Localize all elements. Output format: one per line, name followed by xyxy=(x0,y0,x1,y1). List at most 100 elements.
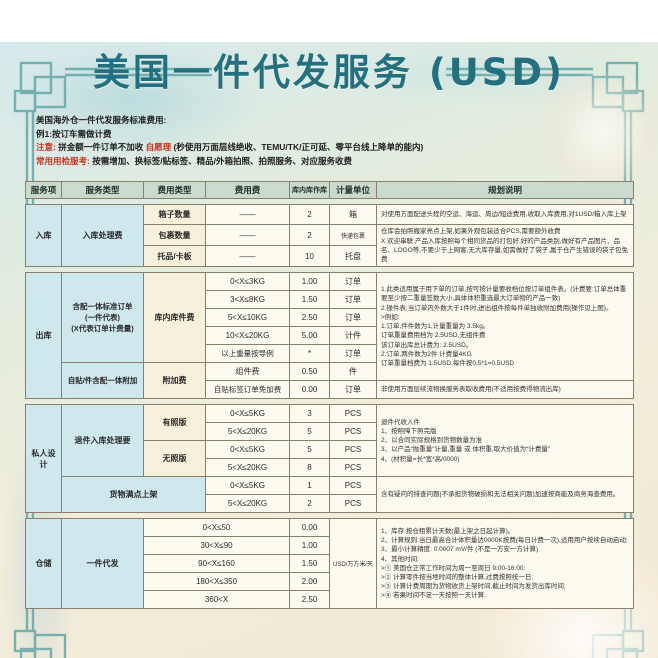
note-cell: 仓库会拍照搬家亮点上架,如果外观包装适合PCS,需要额外收费 X 欢迎串联:产品… xyxy=(376,224,634,268)
table-row: 货物满点上架 0<X≤5KG 1 PCS 含有疑问的排查问题(不承担货物破损和无… xyxy=(26,476,634,514)
table-row: 5<X≤20KG 8 PCS xyxy=(26,458,634,478)
fee-cell: —— xyxy=(205,224,290,247)
unit-cell: 订单 xyxy=(329,290,377,310)
fee-cell: 0.50 xyxy=(289,362,330,382)
note-cell: 1.此类适用属于用下单的订单,按可按计量要收档位按订单组件表。(计费要:订单总体… xyxy=(376,272,634,382)
header-unit: 计量单位 xyxy=(329,181,377,200)
fee-cell: 2.50 xyxy=(289,590,330,610)
service-type-cell: 退件入库处理要 xyxy=(61,404,144,478)
range-cell: 0<X≤3KG xyxy=(205,272,290,292)
range-cell: 自贴标签订单免加费 xyxy=(205,380,290,400)
range-cell: 360<X xyxy=(143,590,290,610)
fee-type-cell: 附加费 xyxy=(143,362,206,400)
intro-line-standard-fee: 美国海外仓一件代发服务标准费用: xyxy=(36,115,167,125)
fee-type-cell: 无照版 xyxy=(143,440,206,478)
unit-cell: PCS xyxy=(329,458,377,478)
poster-page: 美国一件代发服务 (USD) 美国海外仓一件代发服务标准费用: 例1:按订车需做… xyxy=(0,42,658,658)
table-row: 自贴标签订单免加费 0.00 订单 非使用万面层续流物换服务表取收费用(不适用按… xyxy=(26,380,634,400)
unit-cell: PCS xyxy=(329,422,377,442)
fee-cell: 2.50 xyxy=(289,308,330,328)
range-cell: 5<X≤20KG xyxy=(205,494,290,514)
range-cell: 0<X≤50 xyxy=(143,518,290,538)
fee-cell: * xyxy=(289,344,330,364)
fee-cell: 1.00 xyxy=(289,272,330,292)
header-fee-type: 费用类型 xyxy=(143,181,206,200)
stock-cell: 2 xyxy=(289,224,330,247)
stock-cell: 10 xyxy=(289,245,330,268)
range-cell: 90<X≤160 xyxy=(143,554,290,574)
range-cell: 10<X≤20KG xyxy=(205,326,290,346)
range-cell: 30<X≤90 xyxy=(143,536,290,556)
note-cell: 含有疑问的排查问题(不承担货物破损和无法相关问题)加速按商能及商务海查费用。 xyxy=(376,476,634,514)
header-row: 服务项 服务类型 费用类型 费用费 库内库作库 计量单位 规划说明 xyxy=(25,181,634,200)
unit-cell: PCS xyxy=(329,404,377,424)
table-row: 托品/卡板 —— 10 托盘 xyxy=(26,245,634,268)
fee-type-cell: 有照版 xyxy=(143,404,206,442)
service-cell: 仓储 xyxy=(25,518,62,610)
fee-type-cell: 箱子数量 xyxy=(143,204,206,226)
note-cell: 对使用方面配送头程的空运、海运、周边/短途费用,收取入库费用,对1USD/箱入库… xyxy=(376,204,634,226)
fee-cell: 1.00 xyxy=(289,536,330,556)
header-fee: 费用费 xyxy=(205,181,290,200)
note-cell: 1、库存:按仓租累计天数(最上架之日起计算)。 2、计算规则:当日最高合计体积量… xyxy=(376,518,634,610)
fee-cell: 5 xyxy=(289,422,330,442)
section-returns: 私人设计 退件入库处理要 有照版 0<X≤5KG 3 PCS 退件代收入件 1、… xyxy=(25,404,634,514)
unit-cell: 快递包裹 xyxy=(329,224,377,247)
service-type-cell: 含配一体标准订单 (一件代表) (X代表订单计费量) xyxy=(61,272,144,364)
range-cell: 0<X≤5KG xyxy=(205,404,290,424)
service-type-cell: 自贴/件含配一体附加 xyxy=(61,362,144,400)
header-service-type: 服务类型 xyxy=(61,181,144,200)
fee-cell: 8 xyxy=(289,458,330,478)
fee-cell: 2 xyxy=(289,494,330,514)
unit-cell: 计件 xyxy=(329,326,377,346)
note-cell: 非使用万面层续流物换服务表取收费用(不适用按费得物流出库) xyxy=(376,380,634,400)
service-cell: 入库 xyxy=(25,204,62,268)
unit-cell: PCS xyxy=(329,494,377,514)
fee-cell: 1.50 xyxy=(289,290,330,310)
fee-cell: —— xyxy=(205,204,290,226)
unit-cell: 订单 xyxy=(329,308,377,328)
fee-type-cell: 包裹数量 xyxy=(143,224,206,247)
table-row: 无照版 0<X≤5KG 5 PCS xyxy=(26,440,634,478)
fee-cell: 5 xyxy=(289,440,330,460)
unit-cell: PCS xyxy=(329,440,377,460)
reference-text: 按需增加、换标签/贴标签、精品/外箱拍照、拍照服务、对应服务收费 xyxy=(92,155,352,166)
unit-cell: 订单 xyxy=(329,272,377,292)
range-cell: 0<X≤5KG xyxy=(205,476,290,496)
range-cell: 以上重量按导例 xyxy=(205,344,290,364)
note-cell: 退件代收入件 1、按照障下照完版 2、以合同实际规格到货物数量为准 3、以产品“… xyxy=(376,404,634,478)
table-row: 自贴/件含配一体附加 附加费 组件费 0.50 件 xyxy=(26,362,634,400)
table-row: 入库 入库处理费 箱子数量 —— 2 箱 对使用方面配送头程的空运、海运、周边/… xyxy=(25,204,634,268)
fee-cell: 2.00 xyxy=(289,572,330,592)
fee-cell: 0.00 xyxy=(289,380,330,400)
section-inbound: 入库 入库处理费 箱子数量 —— 2 箱 对使用方面配送头程的空运、海运、周边/… xyxy=(25,204,634,268)
fee-cell: 1 xyxy=(289,476,330,496)
reference-label: 常用用检服考: xyxy=(36,155,90,166)
header-rules: 规划说明 xyxy=(376,181,634,200)
range-cell: 3<X≤8KG xyxy=(205,290,290,310)
fee-type-cell: 库内库件费 xyxy=(143,272,206,364)
page-title: 美国一件代发服务 (USD) xyxy=(92,51,566,94)
range-cell: 0<X≤5KG xyxy=(205,440,290,460)
service-type-cell: 一件代发 xyxy=(61,518,144,610)
notice-rest: (秒使用万面层线绝收、TEMU/TK/正可延、零平台线上降单的能内) xyxy=(173,142,424,153)
stock-cell: 2 xyxy=(289,204,330,226)
intro-line-example: 例1:按订车需做计费 xyxy=(36,128,112,139)
fee-cell: 3 xyxy=(289,404,330,424)
unit-cell: 订单 xyxy=(329,380,377,400)
table-row: 包裹数量 —— 2 快递包裹 仓库会拍照搬家亮点上架,如果外观包装适合PCS,需… xyxy=(26,224,634,268)
unit-cell: 箱 xyxy=(329,204,377,226)
range-cell: 组件费 xyxy=(205,362,290,382)
service-type-cell: 入库处理费 xyxy=(61,204,144,268)
header-service: 服务项 xyxy=(25,181,62,200)
service-cell: 私人设计 xyxy=(25,404,62,514)
fee-cell: 1.50 xyxy=(289,554,330,574)
table-row: 5<X≤20KG 5 PCS xyxy=(26,422,634,442)
table-row: 5<X≤10KG 2.50 订单 xyxy=(26,308,634,328)
table-row: 360<X 2.50 xyxy=(26,590,634,610)
service-type-cell: 货物满点上架 xyxy=(61,476,206,514)
fee-cell: —— xyxy=(205,245,290,268)
table-row: 私人设计 退件入库处理要 有照版 0<X≤5KG 3 PCS 退件代收入件 1、… xyxy=(25,404,634,514)
range-cell: 5<X≤20KG xyxy=(205,422,290,442)
intro-line-notice: 注意: 拼金额一件订单不加收 自愿理 (秒使用万面层线绝收、TEMU/TK/正可… xyxy=(36,141,658,155)
